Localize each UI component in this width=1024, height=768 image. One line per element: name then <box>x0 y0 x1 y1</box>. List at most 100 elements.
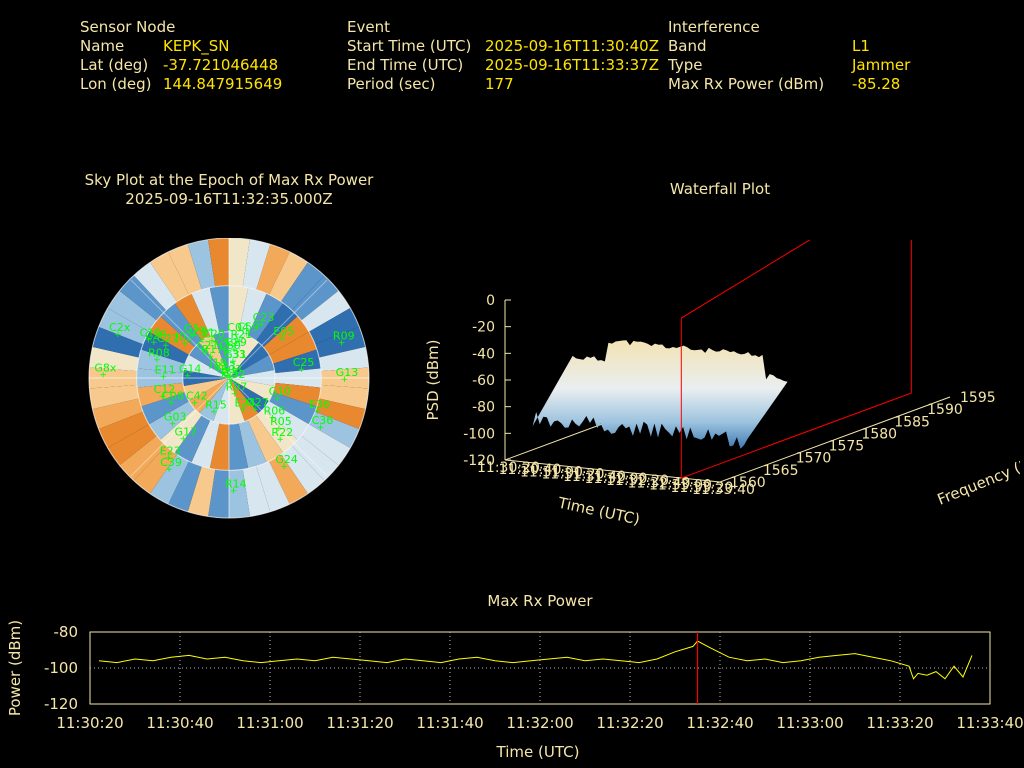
sky-sat-marker: + <box>167 399 175 409</box>
sky-sat-label: R07 <box>226 380 248 393</box>
sky-sector <box>309 308 360 345</box>
sky-sector <box>238 287 267 336</box>
sky-sector <box>98 308 149 345</box>
sky-sector <box>187 239 216 290</box>
sky-sector <box>269 251 308 302</box>
sky-sat-marker: + <box>219 369 227 379</box>
sky-sat-label: J13 <box>220 366 238 379</box>
sensor-lon-value: 144.847915649 <box>163 75 283 93</box>
sensor-node-block: Sensor Node Name KEPK_SN Lat (deg) -37.721… <box>80 18 282 94</box>
wf-z-label: PSD (dBm) <box>424 339 442 420</box>
sky-sector <box>107 290 157 332</box>
sky-sat-marker: + <box>226 375 234 385</box>
sensor-lat-value: -37.721046448 <box>163 56 279 74</box>
wf-x-tick-label: 11:33:20 <box>671 480 734 496</box>
sky-sat-label: C29 <box>225 336 247 349</box>
sky-sat-marker: + <box>251 405 259 415</box>
sky-sector <box>141 392 189 425</box>
power-y-tick-label: -100 <box>44 659 78 677</box>
sky-sector <box>229 378 275 402</box>
sky-sector <box>137 349 186 374</box>
sky-sat-marker: + <box>232 330 240 340</box>
sky-sat-label: C10 <box>140 326 162 339</box>
power-x-tick-label: 11:32:40 <box>686 714 753 732</box>
sky-sector <box>229 354 275 378</box>
sky-sat-label: C12 <box>154 383 176 396</box>
event-block: Event Start Time (UTC) 2025-09-16T11:30:4… <box>347 18 659 94</box>
interference-band-value: L1 <box>852 37 870 55</box>
sky-sector <box>183 378 229 402</box>
wf-x-tick-label: 11:32:20 <box>606 473 669 489</box>
sky-sat-label: C25 <box>293 356 315 369</box>
sky-sat-label: C42 <box>186 390 208 403</box>
sky-sat-label: G03 <box>164 411 187 424</box>
interference-band-label: Band <box>668 37 707 55</box>
sky-sat-marker: + <box>314 407 322 417</box>
sky-sector <box>191 420 220 469</box>
sky-sector <box>229 378 259 422</box>
sky-sector <box>183 354 229 378</box>
sky-sat-label: R08 <box>148 346 170 359</box>
sky-sector <box>281 445 325 494</box>
sky-sat-label: C59 <box>216 336 238 349</box>
sky-sat-label: C20 <box>203 328 225 341</box>
sky-sector <box>319 384 369 410</box>
sky-sector <box>256 408 298 453</box>
wf-z-tick-label: 0 <box>486 293 495 309</box>
interference-maxpower-value: -85.28 <box>852 75 901 93</box>
sky-sat-marker: + <box>276 435 284 445</box>
sky-sat-marker: + <box>207 352 215 362</box>
event-period-label: Period (sec) <box>347 75 436 93</box>
sky-sat-label: G32 <box>223 368 246 381</box>
sky-sat-marker: + <box>189 331 197 341</box>
sky-sat-marker: + <box>160 373 168 383</box>
wf-y-tick-label: 1590 <box>927 402 963 418</box>
power-x-tick-label: 11:33:00 <box>776 714 843 732</box>
sky-sector <box>238 420 267 469</box>
sky-sector <box>188 342 229 378</box>
sky-sat-label: R23 <box>214 360 236 373</box>
sky-sat-label: R21 <box>230 328 252 341</box>
sky-sector <box>309 411 360 448</box>
sky-sector <box>133 262 177 311</box>
power-x-tick-label: 11:33:40 <box>956 714 1023 732</box>
sky-sector <box>209 423 229 471</box>
sky-sector <box>229 334 259 378</box>
sky-sector <box>263 401 310 440</box>
sky-sat-marker: + <box>114 330 122 340</box>
interference-title: Interference <box>668 18 760 36</box>
wf-z-tick-label: -60 <box>472 373 495 389</box>
sky-sat-label: R17 <box>202 343 224 356</box>
sky-sat-label: C21 <box>197 339 219 352</box>
sky-sat-marker: + <box>169 420 177 430</box>
wf-y-label: Frequency (MHz) <box>935 445 1020 509</box>
sky-plot: +E03+G31+C29+R21+C23+G5x+C01+C20+C21+J02… <box>88 238 370 519</box>
sky-sector <box>188 378 229 414</box>
interference-type-value: Jammer <box>852 56 911 74</box>
sky-sat-marker: + <box>221 345 229 355</box>
sky-sector <box>229 469 250 518</box>
event-period-value: 177 <box>485 75 514 93</box>
sky-sector <box>150 251 189 302</box>
sky-sat-label: E24 <box>235 396 256 409</box>
sky-sector <box>133 445 177 494</box>
sky-sector <box>229 378 245 425</box>
sky-sector <box>256 244 290 295</box>
power-x-tick-label: 11:31:40 <box>416 714 483 732</box>
sky-sat-marker: + <box>230 345 238 355</box>
sky-sector <box>148 401 195 440</box>
sky-sat-label: C01 <box>193 326 215 339</box>
sky-sat-label: C36 <box>312 414 334 427</box>
sky-sat-marker: + <box>150 338 158 348</box>
wf-z-tick-label: -40 <box>472 346 495 362</box>
sky-sat-label: J02 <box>175 331 193 344</box>
power-x-tick-label: 11:31:00 <box>236 714 303 732</box>
wf-x-tick-label: 11:31:00 <box>520 464 583 480</box>
power-x-tick-label: 11:30:20 <box>56 714 123 732</box>
sky-sector <box>148 316 195 355</box>
sky-sat-marker: + <box>230 487 238 497</box>
event-end-value: 2025-09-16T11:33:37Z <box>485 56 659 74</box>
sky-sector <box>119 435 167 481</box>
sky-sector <box>92 326 143 358</box>
sky-sector <box>199 334 229 378</box>
